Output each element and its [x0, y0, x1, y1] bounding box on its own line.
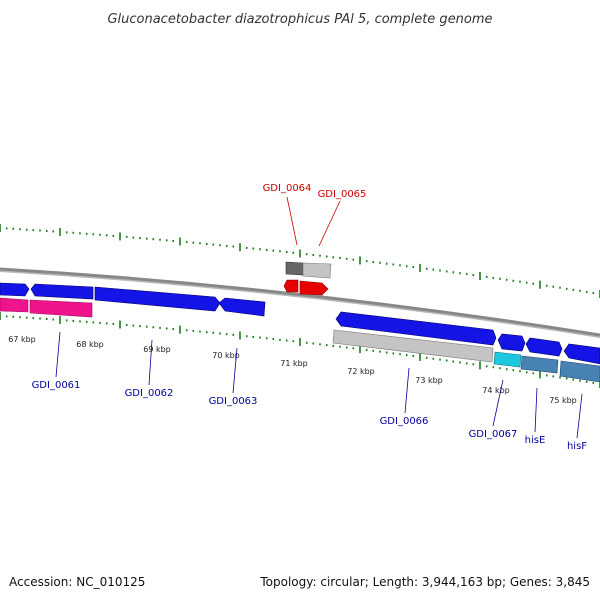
- gene-label-gdi-0064[interactable]: GDI_0064: [263, 183, 312, 194]
- gene-arrow-hisf[interactable]: [563, 343, 600, 365]
- leader-line-gdi-0063: [232, 347, 238, 394]
- gene-arrow-gdi-0064[interactable]: [283, 279, 299, 293]
- gene-arrow-gdi-0061[interactable]: [30, 283, 94, 300]
- leader-line-gdi-0064: [286, 196, 298, 246]
- backbone-shadow: [0, 270, 600, 338]
- leader-line-gdi-0066: [404, 367, 410, 414]
- leader-line-hisf: [576, 393, 583, 439]
- kbp-label: 67 kbp: [8, 335, 36, 344]
- kbp-label: 68 kbp: [76, 340, 104, 349]
- gene-arrow-gdi-0060[interactable]: [0, 282, 30, 297]
- gene-label-gdi-0063[interactable]: GDI_0063: [209, 396, 258, 407]
- kbp-label: 72 kbp: [347, 367, 375, 376]
- kbp-label: 70 kbp: [212, 351, 240, 360]
- gene-bar-cyan[interactable]: [493, 351, 522, 368]
- gene-label-gdi-0066[interactable]: GDI_0066: [380, 416, 429, 427]
- kbp-label: 69 kbp: [143, 345, 171, 354]
- gene-arrow-gdi-0067[interactable]: [497, 333, 526, 352]
- gene-features: [0, 261, 600, 383]
- leader-line-gdi-0065: [318, 200, 341, 247]
- gene-label-hise[interactable]: hisE: [525, 435, 546, 446]
- gene-label-gdi-0062[interactable]: GDI_0062: [125, 388, 174, 399]
- backbone-line: [0, 267, 600, 337]
- gene-label-gdi-0067[interactable]: GDI_0067: [469, 429, 518, 440]
- gene-arrow-hise[interactable]: [525, 337, 563, 357]
- gene-bar-steel-b[interactable]: [559, 360, 600, 383]
- kbp-label: 71 kbp: [280, 359, 308, 368]
- kbp-label: 75 kbp: [549, 396, 577, 405]
- kbp-scale-labels: 67 kbp 68 kbp 69 kbp 70 kbp 71 kbp 72 kb…: [8, 335, 577, 405]
- map-title: Gluconacetobacter diazotrophicus PAl 5, …: [107, 12, 492, 27]
- gene-arrow-gdi-0066[interactable]: [335, 311, 497, 346]
- leader-line-gdi-0062: [148, 339, 153, 386]
- gene-box-gdi-0064-dark[interactable]: [285, 261, 304, 276]
- gene-arrow-gdi-0062[interactable]: [94, 286, 221, 312]
- kbp-label: 73 kbp: [415, 376, 443, 385]
- outer-tick-ring: [0, 224, 600, 298]
- kbp-label: 74 kbp: [482, 386, 510, 395]
- accession-text: Accession: NC_010125: [9, 575, 145, 589]
- leader-line-hise: [534, 387, 538, 433]
- topology-summary-text: Topology: circular; Length: 3,944,163 bp…: [259, 575, 590, 589]
- gene-label-hisf[interactable]: hisF: [567, 441, 587, 452]
- gene-bar-steel-a[interactable]: [520, 355, 559, 374]
- gene-arrow-gdi-0065[interactable]: [299, 280, 329, 296]
- gene-bar-pink-b[interactable]: [29, 299, 93, 318]
- leader-line-gdi-0067: [492, 379, 504, 427]
- gene-label-gdi-0065[interactable]: GDI_0065: [318, 189, 367, 200]
- gene-name-labels: GDI_0061 GDI_0062 GDI_0063 GDI_0064 GDI_…: [32, 183, 588, 452]
- gene-label-leaders: [55, 196, 583, 439]
- gene-box-gdi-0064-light[interactable]: [302, 262, 332, 279]
- gene-bar-gray-gdi-0066[interactable]: [332, 329, 494, 363]
- gene-label-gdi-0061[interactable]: GDI_0061: [32, 380, 81, 391]
- gene-bar-pink-a[interactable]: [0, 297, 29, 313]
- gene-arrow-gdi-0063[interactable]: [218, 297, 266, 317]
- leader-line-gdi-0061: [55, 331, 61, 378]
